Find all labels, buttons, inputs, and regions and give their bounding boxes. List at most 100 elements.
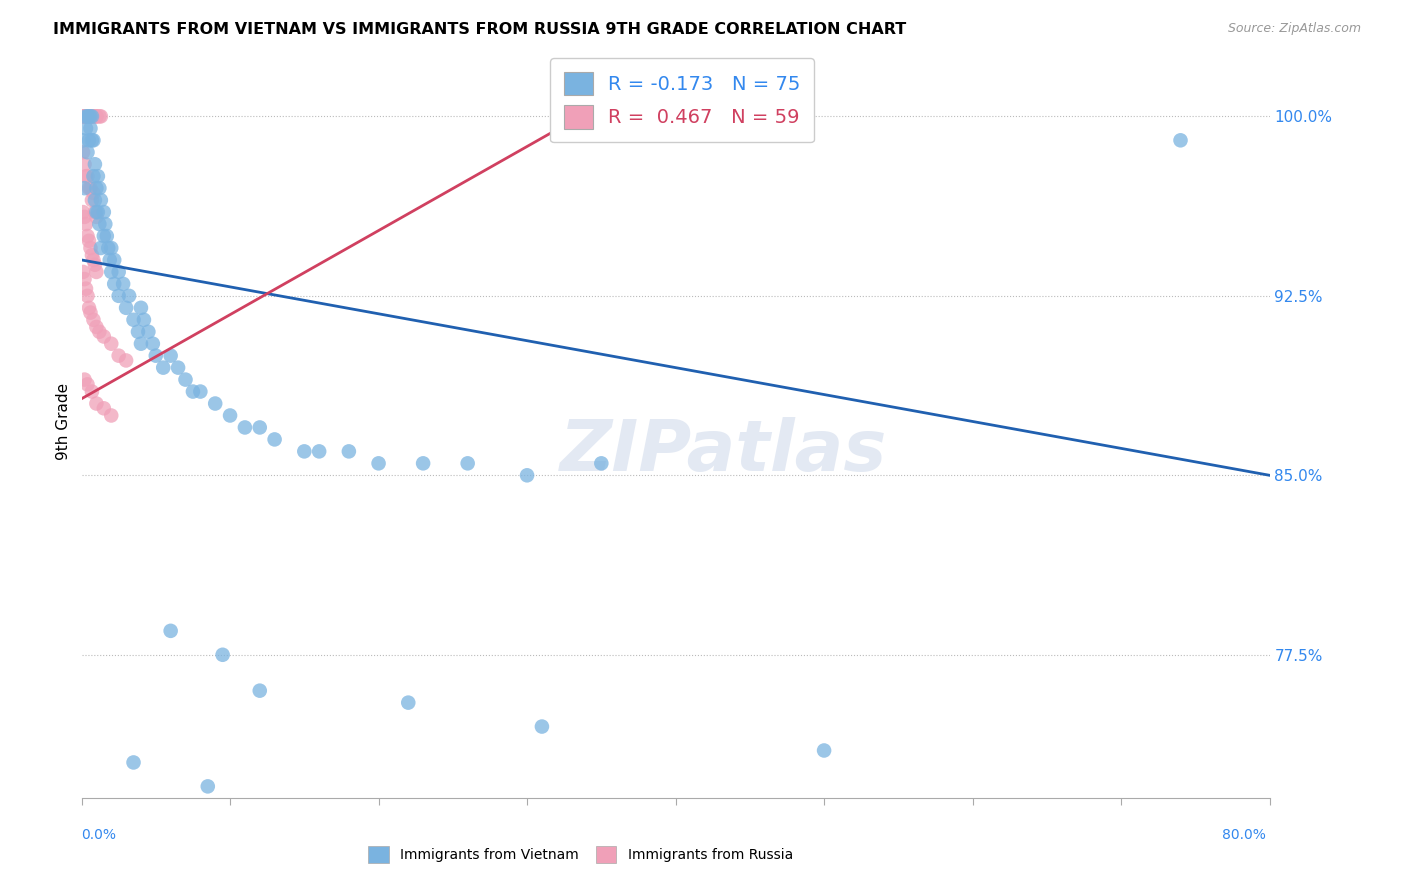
Point [86,210,108,224]
Point [86,109,108,123]
Point [159,624,181,638]
Point [233,420,256,434]
Point [79,109,101,123]
Point [75,217,97,231]
Point [115,353,138,368]
Point [75,109,97,123]
Point [107,349,129,363]
Point [530,720,553,734]
Point [73,272,96,286]
Point [72,265,94,279]
Point [76,109,98,123]
Point [84,205,107,219]
Point [76,229,98,244]
Point [87,205,110,219]
Point [73,109,96,123]
Point [591,456,613,470]
Point [103,277,125,291]
Point [86,181,108,195]
Point [263,433,285,447]
Point [80,248,103,262]
Point [76,109,98,123]
Point [82,169,104,184]
Point [86,205,108,219]
Point [100,336,122,351]
Point [79,241,101,255]
Point [84,109,107,123]
Point [90,241,112,255]
Point [82,312,104,326]
Point [249,683,271,698]
Point [79,109,101,123]
Point [97,241,120,255]
Point [142,336,165,351]
Point [107,265,129,279]
Point [80,109,103,123]
Point [103,252,125,267]
Point [412,456,434,470]
Point [86,265,108,279]
Point [93,229,115,244]
Point [72,145,94,160]
Point [100,409,122,423]
Point [145,349,167,363]
Point [367,456,389,470]
Point [77,133,100,147]
Point [122,756,145,770]
Point [72,109,94,123]
Point [115,301,138,315]
Point [107,289,129,303]
Point [89,325,111,339]
Point [337,444,360,458]
Point [75,121,97,136]
Point [76,289,98,303]
Point [77,234,100,248]
Point [75,169,97,184]
Point [249,420,271,434]
Point [89,109,111,123]
Point [73,373,96,387]
Point [84,258,107,272]
Point [77,109,100,123]
Point [79,181,101,195]
Point [86,396,108,410]
Point [93,401,115,416]
Point [308,444,330,458]
Point [76,109,98,123]
Point [80,133,103,147]
Point [77,109,100,123]
Point [122,312,145,326]
Point [1170,133,1192,147]
Point [167,360,190,375]
Point [73,181,96,195]
Text: ZIPatlas: ZIPatlas [560,417,887,486]
Point [82,186,104,200]
Point [94,217,117,231]
Text: Source: ZipAtlas.com: Source: ZipAtlas.com [1227,22,1361,36]
Point [93,205,115,219]
Point [174,373,197,387]
Point [90,193,112,207]
Point [80,384,103,399]
Point [516,468,538,483]
Point [152,360,174,375]
Point [112,277,135,291]
Point [84,157,107,171]
Point [188,384,211,399]
Point [86,109,108,123]
Point [77,301,100,315]
Point [89,181,111,195]
Point [159,349,181,363]
Point [73,210,96,224]
Point [75,109,97,123]
Y-axis label: 9th Grade: 9th Grade [56,383,72,460]
Point [72,205,94,219]
Point [87,169,110,184]
Point [79,109,101,123]
Point [82,252,104,267]
Point [138,325,160,339]
Point [129,301,152,315]
Point [82,133,104,147]
Point [204,396,226,410]
Point [72,109,94,123]
